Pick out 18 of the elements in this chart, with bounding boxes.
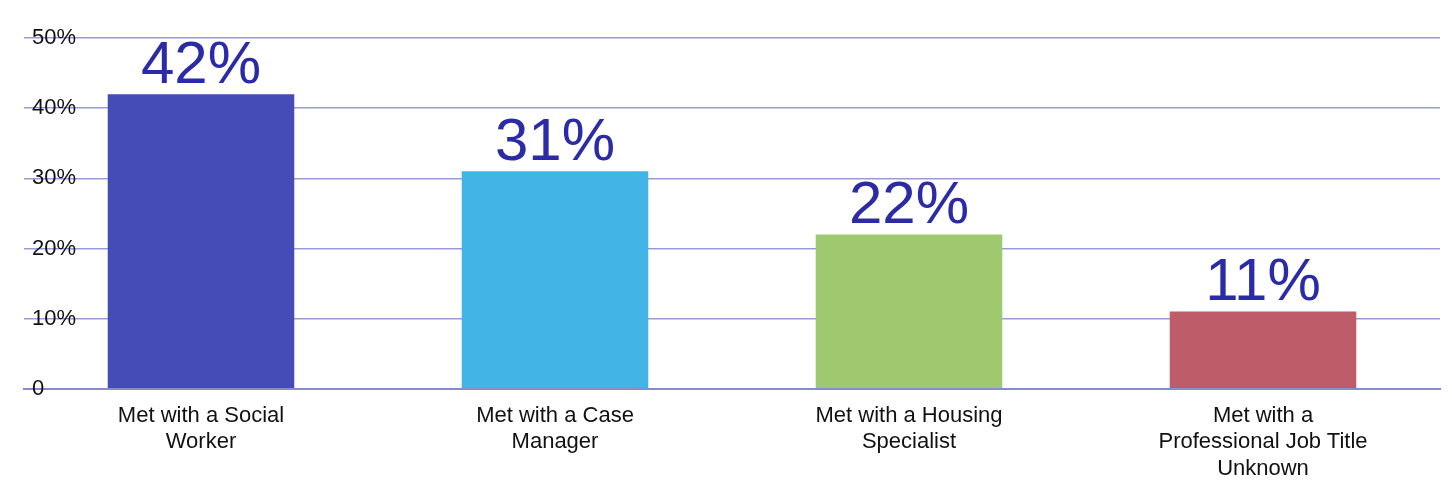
y-tick-label: 20% bbox=[32, 234, 77, 260]
y-tick-label: 30% bbox=[32, 164, 77, 190]
x-tick-label: Met with a Professional Job Title Unknown bbox=[1158, 402, 1368, 480]
data-label: 11% bbox=[1205, 246, 1321, 314]
bar bbox=[107, 94, 295, 389]
bar bbox=[1169, 311, 1357, 389]
y-tick-label: 50% bbox=[32, 24, 77, 50]
data-label: 31% bbox=[494, 105, 616, 173]
y-tick-label: 0 bbox=[32, 374, 45, 400]
bar bbox=[461, 171, 649, 389]
x-tick-label: Met with a Social Worker bbox=[117, 402, 285, 454]
x-tick-label: Met with a Case Manager bbox=[476, 402, 634, 454]
data-label: 22% bbox=[848, 168, 970, 236]
bar bbox=[815, 234, 1003, 389]
data-label: 42% bbox=[140, 28, 262, 96]
y-tick-label: 10% bbox=[32, 304, 77, 330]
x-tick-label: Met with a Housing Specialist bbox=[815, 402, 1003, 454]
y-tick-label: 40% bbox=[32, 94, 77, 120]
